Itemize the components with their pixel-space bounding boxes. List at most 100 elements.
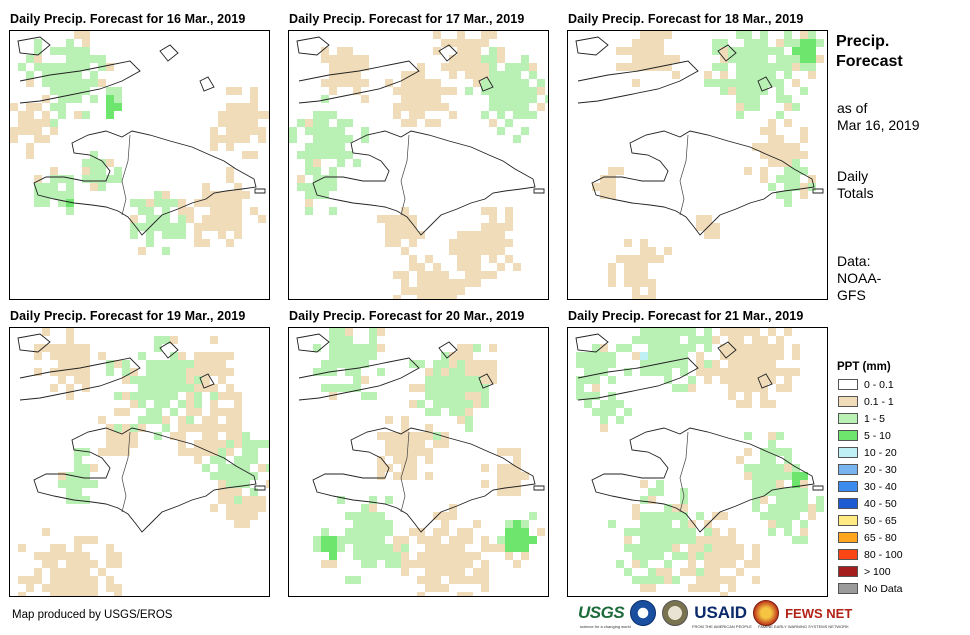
precip-cell — [640, 336, 648, 344]
precip-cell — [433, 263, 441, 271]
precip-cell — [226, 199, 234, 207]
precip-cell — [210, 440, 218, 448]
precip-cell — [82, 496, 90, 504]
island-outline — [438, 341, 458, 359]
precip-cell — [736, 352, 744, 360]
precip-cell — [608, 408, 616, 416]
precip-cell — [313, 119, 321, 127]
precip-cell — [712, 528, 720, 536]
precip-cell — [234, 223, 242, 231]
precip-cell — [170, 360, 178, 368]
precip-cell — [90, 560, 98, 568]
precip-cell — [640, 63, 648, 71]
precip-cell — [210, 360, 218, 368]
precip-cell — [178, 376, 186, 384]
precip-cell — [58, 175, 66, 183]
precip-cell — [409, 472, 417, 480]
precip-cell — [50, 352, 58, 360]
precip-cell — [441, 103, 449, 111]
precip-cell — [704, 376, 712, 384]
hispaniola-outline — [33, 130, 257, 236]
precip-cell — [66, 328, 74, 336]
precip-cell — [441, 440, 449, 448]
precip-cell — [720, 328, 728, 336]
precip-cell — [760, 488, 768, 496]
precip-cell — [505, 63, 513, 71]
precip-cell — [465, 400, 473, 408]
precip-cell — [505, 464, 513, 472]
precip-cell — [481, 63, 489, 71]
precip-cell — [361, 344, 369, 352]
precip-cell — [138, 199, 146, 207]
precip-cell — [98, 416, 106, 424]
precip-cell — [90, 536, 98, 544]
precip-cell — [600, 400, 608, 408]
precip-cell — [329, 87, 337, 95]
precip-map-svg — [296, 328, 545, 596]
precip-cell — [218, 440, 226, 448]
precip-cell — [608, 263, 616, 271]
national-border — [400, 431, 410, 513]
precip-cell — [497, 263, 505, 271]
precip-cell — [409, 223, 417, 231]
precip-cell — [449, 279, 457, 287]
precip-cell — [433, 295, 441, 299]
precip-cell — [473, 271, 481, 279]
precip-cell — [58, 87, 66, 95]
precip-cell — [792, 472, 800, 480]
precip-cell — [170, 336, 178, 344]
precip-cell — [624, 63, 632, 71]
precip-cell — [744, 384, 752, 392]
precip-cell — [178, 448, 186, 456]
precip-cell — [632, 279, 640, 287]
precip-cell — [473, 520, 481, 528]
precip-cell — [34, 175, 42, 183]
precip-cell — [776, 63, 784, 71]
precip-cell — [329, 536, 337, 544]
precip-cell — [648, 360, 656, 368]
precip-cell — [34, 199, 42, 207]
legend-swatch — [838, 447, 858, 458]
precip-cell — [186, 207, 194, 215]
precip-cell — [656, 520, 664, 528]
precip-cell — [473, 279, 481, 287]
precip-cell — [481, 576, 489, 584]
precip-cell — [800, 127, 808, 135]
precip-cell — [98, 352, 106, 360]
precip-cell — [744, 87, 752, 95]
precip-cell — [266, 480, 269, 488]
precip-cell — [345, 328, 353, 336]
precip-cell — [226, 408, 234, 416]
precip-cell — [170, 408, 178, 416]
precip-cell — [513, 71, 521, 79]
precip-cell — [800, 55, 808, 63]
precip-cell — [66, 55, 74, 63]
precip-cell — [26, 71, 34, 79]
precip-cell — [449, 352, 457, 360]
precip-cell — [784, 376, 792, 384]
precip-cell — [672, 384, 680, 392]
precip-cell — [242, 512, 250, 520]
cuba-outline — [298, 60, 420, 104]
precip-cell — [664, 360, 672, 368]
precip-cell — [760, 151, 768, 159]
precip-cell — [592, 408, 600, 416]
precip-cell — [337, 63, 345, 71]
precip-cell — [752, 352, 760, 360]
precip-cell — [58, 111, 66, 119]
precip-cell — [736, 31, 744, 39]
precip-cell — [234, 496, 242, 504]
precip-cell — [616, 255, 624, 263]
precip-cell — [297, 151, 305, 159]
precip-cell — [481, 39, 489, 47]
island-outline — [575, 333, 609, 353]
precip-cell — [672, 552, 680, 560]
precip-cell — [513, 135, 521, 143]
precip-cell — [42, 183, 50, 191]
precip-cell — [250, 512, 258, 520]
precip-cell — [114, 440, 122, 448]
precip-cell — [720, 71, 728, 79]
precip-cell — [688, 336, 696, 344]
precip-cell — [90, 183, 98, 191]
precip-cell — [106, 440, 114, 448]
